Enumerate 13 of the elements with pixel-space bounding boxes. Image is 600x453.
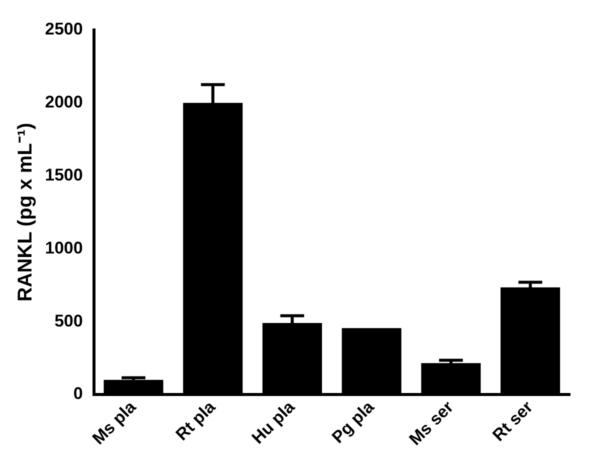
y-tick-label: 0 [73, 384, 83, 404]
y-axis-title: RANKL (pg x mL⁻¹) [14, 122, 37, 302]
x-tick-label: Hu pla [248, 397, 299, 448]
y-tick-label: 1000 [44, 238, 83, 258]
y-tick-label: 1500 [44, 165, 83, 184]
x-tick-label: Rt ser [488, 397, 537, 445]
y-tick-label: 2500 [44, 20, 83, 39]
x-tick-label: Pg pla [328, 397, 378, 447]
y-tick-label: 2000 [44, 92, 83, 112]
x-tick-label: Ms ser [406, 397, 458, 449]
x-tick-label: Rt pla [172, 397, 220, 444]
x-tick-label: Ms pla [88, 397, 140, 448]
y-tick-label: 500 [54, 311, 83, 330]
